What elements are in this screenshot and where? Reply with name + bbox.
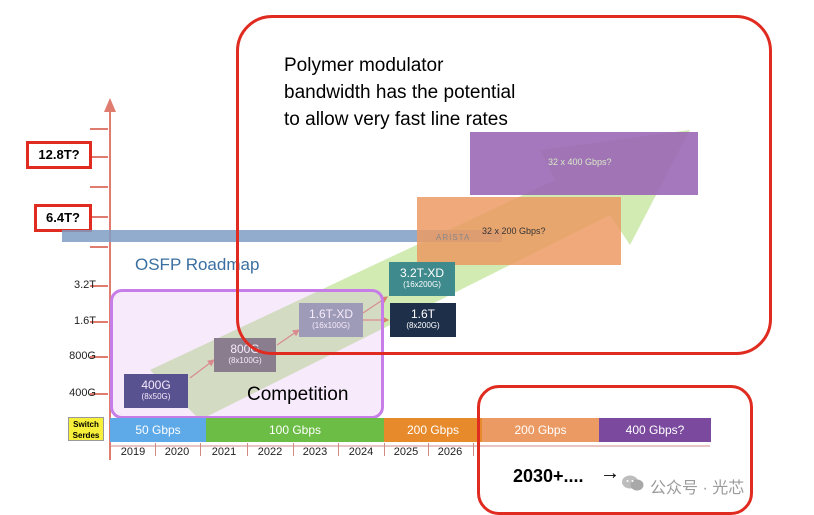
arista-watermark: ARISTA — [436, 233, 471, 242]
future-label: 2030+.... — [513, 466, 584, 486]
year-2019: 2019 — [120, 446, 146, 458]
chip-main: 400G — [141, 378, 171, 392]
year-tick — [200, 443, 201, 456]
y-tick — [90, 216, 108, 218]
year-2025: 2025 — [393, 446, 419, 458]
switch-serdes-line: Switch — [73, 420, 99, 429]
serdes-400g: 400 Gbps? — [599, 418, 711, 442]
osfp-band — [62, 230, 502, 242]
year-tick — [428, 443, 429, 456]
y-label-6-4t: 6.4T? — [34, 204, 92, 232]
year-tick — [155, 443, 156, 456]
switch-serdes-line: Serdes — [72, 431, 100, 440]
chip-400g: 400G (8x50G) — [124, 374, 188, 408]
chip-main: 3.2T-XD — [399, 266, 444, 280]
year-2023: 2023 — [302, 446, 328, 458]
y-label-400g: 400G — [69, 387, 96, 399]
callout-box — [236, 15, 772, 355]
future-arrow-icon: → — [600, 462, 620, 484]
year-2026: 2026 — [437, 446, 463, 458]
y-tick — [90, 285, 108, 287]
future-box-32x200-label: 32 x 200 Gbps? — [482, 226, 546, 236]
competition-label: Competition — [247, 384, 349, 405]
chip-1-6t: 1.6T (8x200G) — [390, 303, 456, 337]
osfp-roadmap-title: OSFP Roadmap — [135, 255, 260, 274]
y-tick — [90, 356, 108, 358]
year-tick — [473, 443, 474, 456]
serdes-200g-a: 200 Gbps — [384, 418, 482, 442]
y-tick — [90, 393, 108, 395]
callout-line: to allow very fast line rates — [284, 109, 508, 130]
y-label-800g: 800G — [69, 350, 96, 362]
future-box-32x200 — [417, 197, 621, 265]
competition-box — [110, 289, 384, 419]
y-tick — [90, 321, 108, 323]
callout-line: bandwidth has the potential — [284, 82, 516, 103]
switch-serdes-label: Switch Serdes — [68, 417, 104, 441]
callout-text: Polymer modulator bandwidth has the pote… — [284, 52, 515, 133]
chip-1-6t-xd: 1.6T-XD (16x100G) — [299, 303, 363, 337]
chip-sub: (16x200G) — [403, 280, 441, 289]
year-tick — [384, 443, 385, 456]
chip-main: 1.6T — [410, 307, 435, 321]
serdes-200g-b: 200 Gbps — [482, 418, 599, 442]
serdes-100g: 100 Gbps — [206, 418, 384, 442]
year-2020: 2020 — [164, 446, 190, 458]
serdes-50g: 50 Gbps — [110, 418, 206, 442]
callout-line: Polymer modulator — [284, 55, 444, 76]
chip-sub: (8x100G) — [228, 356, 262, 365]
y-tick — [90, 128, 108, 130]
year-2022: 2022 — [257, 446, 283, 458]
future-box — [477, 385, 753, 515]
year-tick — [293, 443, 294, 456]
y-label-3-2t: 3.2T — [73, 279, 96, 291]
watermark-text: 公众号 · 光芯 — [650, 480, 745, 497]
future-box-32x400 — [470, 132, 698, 195]
year-tick — [338, 443, 339, 456]
chip-sub: (8x200G) — [406, 321, 440, 330]
wechat-icon — [622, 474, 644, 492]
chip-sub: (8x50G) — [141, 392, 171, 401]
year-2021: 2021 — [211, 446, 237, 458]
y-label-12-8t: 12.8T? — [26, 141, 92, 169]
chip-3-2t-xd: 3.2T-XD (16x200G) — [389, 262, 455, 296]
y-tick — [90, 246, 108, 248]
future-box-32x400-label: 32 x 400 Gbps? — [548, 157, 612, 167]
year-tick — [247, 443, 248, 456]
y-tick — [90, 156, 108, 158]
chip-main: 1.6T-XD — [308, 307, 353, 321]
y-tick — [90, 186, 108, 188]
year-2024: 2024 — [348, 446, 374, 458]
y-label-1-6t: 1.6T — [73, 315, 96, 327]
chip-sub: (16x100G) — [312, 321, 350, 330]
